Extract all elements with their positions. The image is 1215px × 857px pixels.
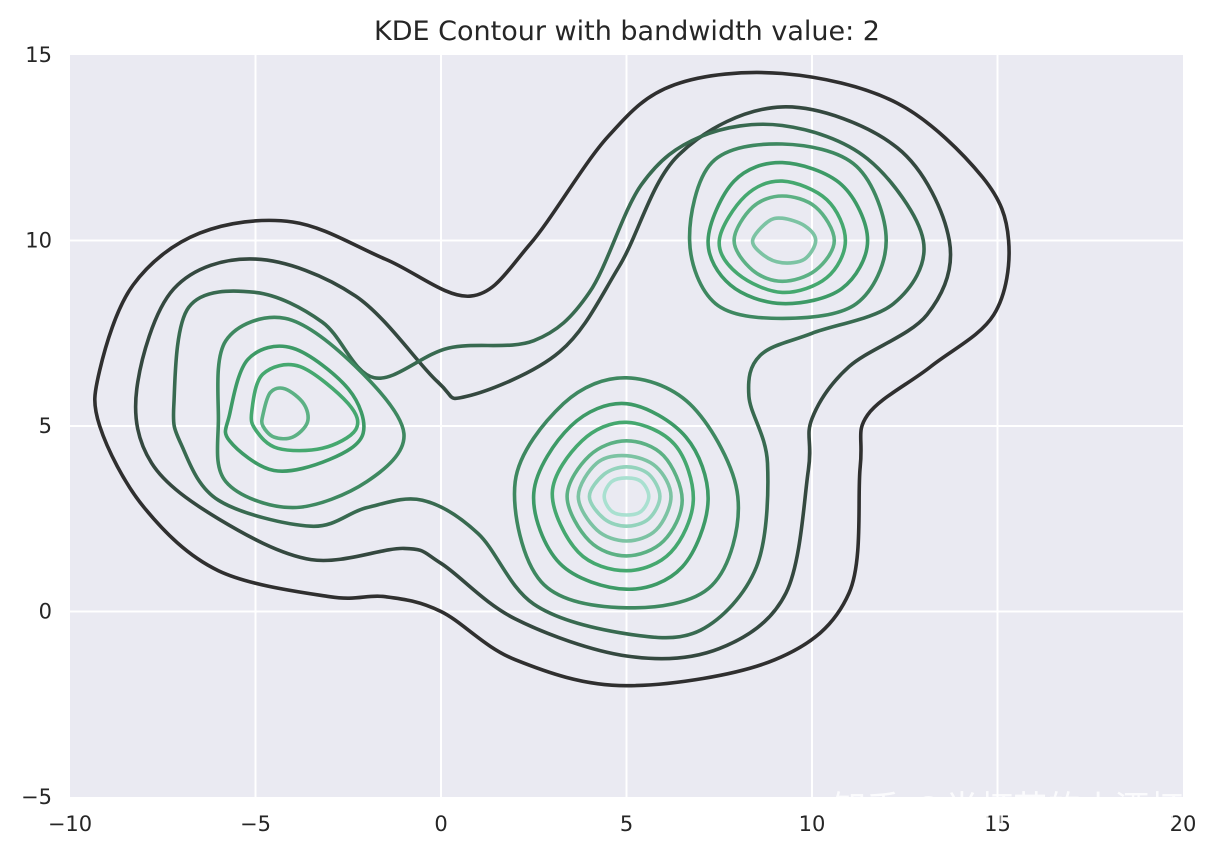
contour-line-level-6 <box>249 362 360 453</box>
contour-line-level-4 <box>512 375 741 610</box>
x-tick-label: 0 <box>434 812 447 836</box>
contour-line-level-9 <box>587 465 662 528</box>
contour-line-level-3 <box>171 122 926 640</box>
contour-line-level-7 <box>565 439 684 558</box>
contour-lines <box>93 70 1011 688</box>
x-tick-label: −5 <box>240 812 271 836</box>
contour-line-level-8 <box>750 216 818 265</box>
x-tick-label: 5 <box>620 812 633 836</box>
contour-line-level-2 <box>133 105 953 661</box>
chart-title: KDE Contour with bandwidth value: 2 <box>374 16 880 47</box>
contour-line-level-10 <box>602 476 651 517</box>
contour-line-level-8 <box>576 453 673 543</box>
x-axis-ticks: −10 −5 0 5 10 15 20 <box>48 812 1197 836</box>
y-tick-label: 15 <box>25 43 52 67</box>
y-tick-label: 5 <box>39 414 52 438</box>
watermark-text: 知乎 @半杯茶的小酒杯 <box>832 789 1183 829</box>
contour-line-level-5 <box>531 401 710 592</box>
grid-lines <box>70 55 1183 797</box>
contour-line-level-7 <box>732 194 837 284</box>
contour-line-level-4 <box>215 315 406 510</box>
x-tick-label: 15 <box>984 812 1011 836</box>
contour-line-level-5 <box>706 160 870 306</box>
contour-line-level-7 <box>259 386 310 441</box>
x-tick-label: 10 <box>799 812 826 836</box>
contour-line-level-1 <box>93 70 1011 688</box>
contour-line-level-6 <box>717 179 848 295</box>
y-tick-label: −5 <box>21 785 52 809</box>
contour-line-level-4 <box>687 142 888 321</box>
x-tick-label: 20 <box>1170 812 1197 836</box>
y-tick-label: 10 <box>25 229 52 253</box>
y-axis-ticks: −5 0 5 10 15 <box>21 43 52 809</box>
x-tick-label: −10 <box>48 812 92 836</box>
contour-line-level-5 <box>223 344 366 473</box>
y-tick-label: 0 <box>39 600 52 624</box>
contour-line-level-6 <box>550 420 696 573</box>
